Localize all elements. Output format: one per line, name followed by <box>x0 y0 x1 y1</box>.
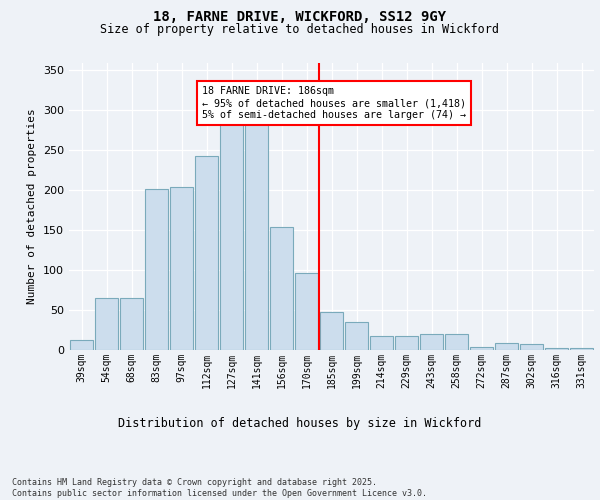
Bar <box>344 322 368 350</box>
Bar <box>119 298 143 350</box>
Bar <box>295 272 319 350</box>
Bar <box>145 188 169 350</box>
Bar <box>445 334 469 350</box>
Bar <box>70 340 94 350</box>
Y-axis label: Number of detached properties: Number of detached properties <box>28 108 37 304</box>
Text: 18, FARNE DRIVE, WICKFORD, SS12 9GY: 18, FARNE DRIVE, WICKFORD, SS12 9GY <box>154 10 446 24</box>
Bar <box>470 347 493 350</box>
Bar <box>269 227 293 350</box>
Bar <box>95 298 118 350</box>
Bar <box>569 348 593 350</box>
Text: 18 FARNE DRIVE: 186sqm
← 95% of detached houses are smaller (1,418)
5% of semi-d: 18 FARNE DRIVE: 186sqm ← 95% of detached… <box>202 86 466 120</box>
Bar <box>494 343 518 350</box>
Bar <box>170 187 193 350</box>
Bar <box>320 312 343 350</box>
Bar <box>220 124 244 350</box>
Bar <box>419 334 443 350</box>
Bar <box>245 122 268 350</box>
Bar <box>395 336 418 350</box>
Bar <box>520 344 544 350</box>
Text: Contains HM Land Registry data © Crown copyright and database right 2025.
Contai: Contains HM Land Registry data © Crown c… <box>12 478 427 498</box>
Bar <box>545 348 568 350</box>
Text: Distribution of detached houses by size in Wickford: Distribution of detached houses by size … <box>118 418 482 430</box>
Text: Size of property relative to detached houses in Wickford: Size of property relative to detached ho… <box>101 22 499 36</box>
Bar <box>370 336 394 350</box>
Bar <box>194 156 218 350</box>
